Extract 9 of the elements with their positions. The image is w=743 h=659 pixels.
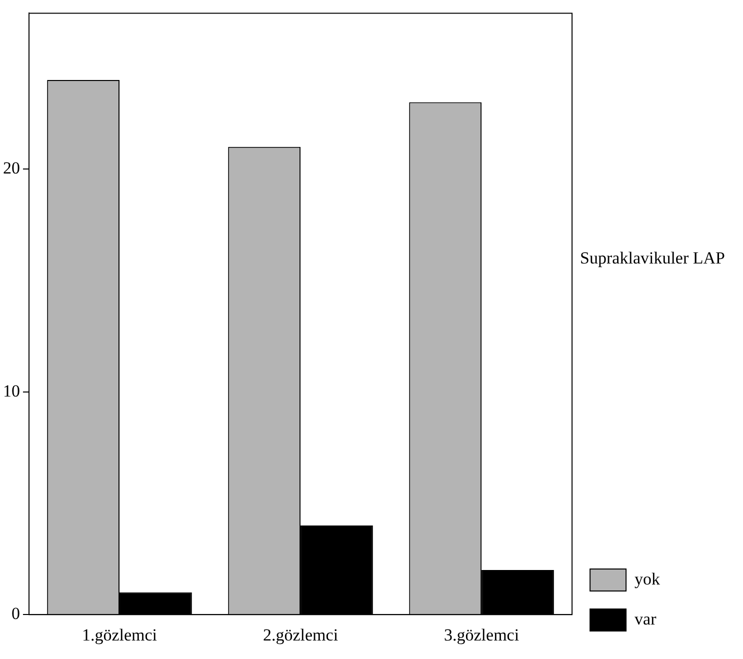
x-tick-label: 2.gözlemci: [262, 625, 338, 644]
x-tick-label: 3.gözlemci: [444, 625, 520, 644]
y-tick-label: 20: [3, 158, 20, 178]
x-tick-label: 1.gözlemci: [82, 625, 158, 644]
y-tick-label: 0: [12, 604, 20, 624]
legend-label: var: [634, 609, 657, 628]
legend-title: Supraklavikuler LAP: [580, 248, 725, 268]
y-tick-label: 10: [3, 381, 20, 400]
legend-label: yok: [634, 569, 661, 588]
